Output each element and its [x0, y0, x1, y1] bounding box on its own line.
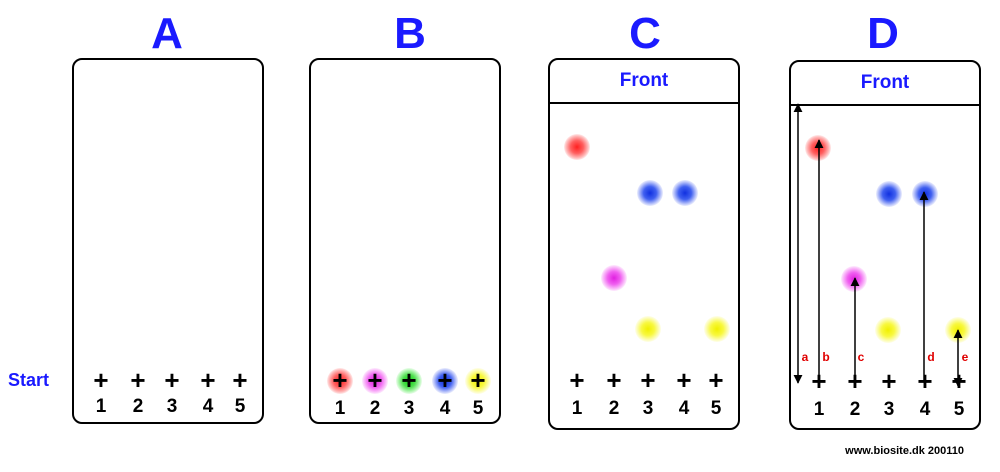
measure-label-e: e — [961, 350, 969, 364]
lane-number: 3 — [166, 396, 178, 417]
lane-number: 4 — [678, 398, 690, 419]
plate-d-front-label: Front — [791, 62, 979, 106]
spot-b-lane4-blue — [432, 368, 458, 394]
spot-c-yellow-lane3 — [635, 316, 661, 342]
spot-d-blue-lane3 — [876, 181, 902, 207]
start-marker: + — [676, 365, 692, 395]
measure-label-b: b — [822, 350, 830, 364]
panel-b-title: B — [394, 9, 426, 58]
lane-number: 5 — [472, 398, 484, 419]
lane-number: 2 — [132, 396, 144, 417]
panel-d-title: D — [867, 9, 899, 58]
panel-c-title: C — [629, 9, 661, 58]
start-marker: + — [367, 365, 383, 395]
plate-c-front-label: Front — [550, 60, 738, 104]
lane-number: 4 — [202, 396, 214, 417]
lane-number: 4 — [439, 398, 451, 419]
spot-b-lane1-red — [327, 368, 353, 394]
lane-number: 2 — [369, 398, 381, 419]
lane-number: 5 — [234, 396, 246, 417]
start-marker: + — [881, 366, 897, 396]
measure-label-d: d — [927, 350, 935, 364]
lane-number: 3 — [883, 399, 895, 420]
lane-number: 1 — [95, 396, 107, 417]
start-marker: + — [606, 365, 622, 395]
start-marker: + — [847, 366, 863, 396]
measure-label-a: a — [801, 350, 809, 364]
spot-b-lane5-yellow — [465, 368, 491, 394]
start-marker: + — [401, 365, 417, 395]
plate-c: Front — [548, 58, 740, 430]
start-marker: + — [811, 366, 827, 396]
spot-c-red — [564, 134, 590, 160]
lane-number: 3 — [403, 398, 415, 419]
start-label: Start — [8, 370, 50, 390]
lane-number: 5 — [710, 398, 722, 419]
spot-b-lane3-green — [396, 368, 422, 394]
start-marker: + — [569, 365, 585, 395]
start-marker: + — [93, 365, 109, 395]
start-marker: + — [917, 366, 933, 396]
panel-a-title: A — [151, 9, 183, 58]
start-marker: + — [437, 365, 453, 395]
lane-number: 2 — [849, 399, 861, 420]
spot-c-blue-lane3 — [637, 180, 663, 206]
plate-d: Front — [789, 60, 981, 430]
spot-c-blue-lane4 — [672, 180, 698, 206]
lane-number: 4 — [919, 399, 931, 420]
start-marker: + — [708, 365, 724, 395]
start-marker: + — [470, 365, 486, 395]
start-marker: + — [640, 365, 656, 395]
lane-number: 5 — [953, 399, 965, 420]
lane-number: 1 — [334, 398, 346, 419]
plate-b — [309, 58, 501, 424]
start-marker: + — [332, 365, 348, 395]
lane-number: 1 — [571, 398, 583, 419]
start-marker: + — [130, 365, 146, 395]
spot-c-magenta — [601, 265, 627, 291]
lane-number: 2 — [608, 398, 620, 419]
footer-credit: www.biosite.dk 200110 — [845, 445, 964, 457]
start-marker: + — [200, 365, 216, 395]
measure-label-c: c — [857, 350, 865, 364]
start-marker: + — [164, 365, 180, 395]
lane-number: 1 — [813, 399, 825, 420]
lane-number: 3 — [642, 398, 654, 419]
spot-b-lane2-magenta — [362, 368, 388, 394]
spot-c-yellow-lane5 — [704, 316, 730, 342]
spot-d-yellow-lane3 — [875, 317, 901, 343]
start-marker: + — [232, 365, 248, 395]
plate-a — [72, 58, 264, 424]
